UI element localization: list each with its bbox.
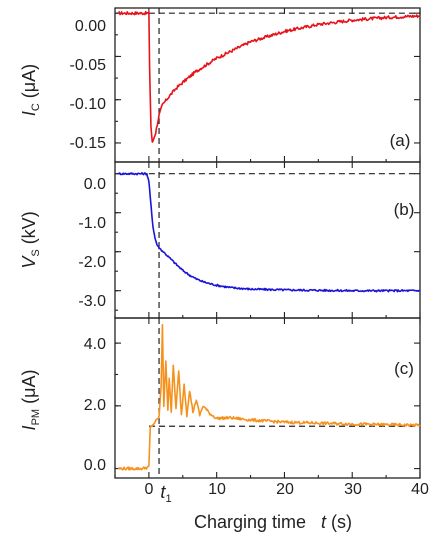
panel-b-frame xyxy=(114,161,421,319)
panel-b: 0.0 -1.0 -2.0 -3.0 (b) VS (kV) xyxy=(19,176,414,310)
x-axis-label: Charging time t (s) xyxy=(194,512,352,532)
panel-b-ylabel: VS (kV) xyxy=(19,211,42,268)
x-axis-label-main: Charging time xyxy=(194,512,306,532)
panel-c-ylabel-sub: PM xyxy=(30,409,42,426)
panel-b-ylabel-unit: (kV) xyxy=(19,211,39,249)
x-tick-label-4: 40 xyxy=(411,481,429,498)
panel-c-ytick-label-1: 2.0 xyxy=(84,397,106,414)
t1-marker-label: t1 xyxy=(160,482,171,505)
panel-a-ytick-label-3: -0.15 xyxy=(70,135,107,152)
panel-a-ytick-label-1: -0.05 xyxy=(70,57,107,74)
x-axis-label-var: t xyxy=(321,512,327,532)
panel-c-series-line xyxy=(117,323,421,471)
panel-c-ylabel-main: I xyxy=(19,425,39,430)
x-axis-label-gap xyxy=(306,512,321,532)
panel-a-label: (a) xyxy=(390,131,411,150)
panel-c-ylabel: IPM (μA) xyxy=(19,370,42,431)
panel-c-ylabel-unit: (μA) xyxy=(19,370,39,409)
panel-a-ylabel-main: I xyxy=(19,111,39,116)
t1-marker-sub: 1 xyxy=(165,493,171,505)
panel-a-ylabel-unit: (μA) xyxy=(19,64,39,103)
x-tick-label-2: 20 xyxy=(276,481,294,498)
panel-c-ytick-label-2: 4.0 xyxy=(84,336,106,353)
panel-b-ytick-label-1: -1.0 xyxy=(78,215,106,232)
panel-c-label: (c) xyxy=(394,359,414,378)
x-tick-label-3: 30 xyxy=(344,481,362,498)
panel-a-ylabel-sub: C xyxy=(30,103,42,111)
panel-b-series-line xyxy=(117,171,421,293)
panel-a-frame xyxy=(114,7,421,163)
t1-marker-main: t xyxy=(160,482,166,502)
x-tick-label-0: 0 xyxy=(145,481,154,498)
panel-a: 0.00 -0.05 -0.10 -0.15 (a) IC (μA) xyxy=(19,18,410,152)
panel-a-series-line xyxy=(118,10,421,143)
panel-a-ylabel: IC (μA) xyxy=(19,64,42,116)
panel-a-ytick-label-2: -0.10 xyxy=(70,96,107,113)
panel-b-ylabel-sub: S xyxy=(30,249,42,256)
panel-c-ytick-label-0: 0.0 xyxy=(84,457,106,474)
panel-c-frame xyxy=(114,317,421,479)
panel-b-ylabel-main: V xyxy=(19,255,39,269)
x-tick-label-1: 10 xyxy=(208,481,226,498)
plot-layer xyxy=(114,7,421,479)
panel-c: 0.0 2.0 4.0 (c) IPM (μA) 0 10 20 30 40 t… xyxy=(19,336,429,532)
panel-b-ytick-label-3: -3.0 xyxy=(78,293,106,310)
panel-a-ytick-label-0: 0.00 xyxy=(75,18,106,35)
panel-b-ytick-label-0: 0.0 xyxy=(84,176,106,193)
panel-b-label: (b) xyxy=(394,200,415,219)
panel-b-ytick-label-2: -2.0 xyxy=(78,254,106,271)
x-axis-label-unit: (s) xyxy=(326,512,352,532)
